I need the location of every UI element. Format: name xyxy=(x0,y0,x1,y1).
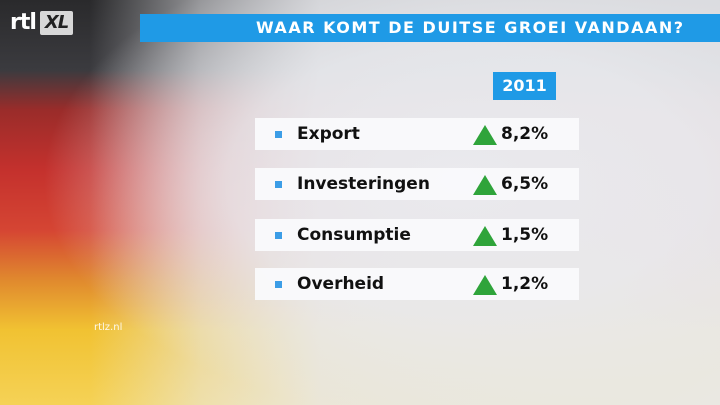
row-label: Investeringen xyxy=(297,174,430,194)
logo-xl-text: XL xyxy=(39,11,74,35)
bullet-icon xyxy=(275,181,282,188)
list-item-consumptie: Consumptie 1,5% xyxy=(255,219,579,251)
arrow-up-icon xyxy=(473,275,497,295)
arrow-up-icon xyxy=(473,125,497,145)
arrow-up-icon xyxy=(473,226,497,246)
row-value: 1,5% xyxy=(501,225,549,245)
year-badge: 2011 xyxy=(493,72,556,100)
row-value: 6,5% xyxy=(501,174,549,194)
page-title: WAAR KOMT DE DUITSE GROEI VANDAAN? xyxy=(256,18,685,37)
row-label: Overheid xyxy=(297,274,385,294)
row-label: Export xyxy=(297,124,360,144)
title-bar xyxy=(140,14,720,42)
list-item-overheid: Overheid 1,2% xyxy=(255,268,579,300)
bullet-icon xyxy=(275,281,282,288)
rtlxl-logo: rtl XL xyxy=(10,10,74,36)
row-label: Consumptie xyxy=(297,225,411,245)
row-value: 1,2% xyxy=(501,274,549,294)
watermark: rtlz.nl xyxy=(94,322,123,333)
row-value: 8,2% xyxy=(501,124,549,144)
bullet-icon xyxy=(275,232,282,239)
arrow-up-icon xyxy=(473,175,497,195)
logo-rtl-text: rtl xyxy=(10,10,37,35)
bullet-icon xyxy=(275,131,282,138)
list-item-export: Export 8,2% xyxy=(255,118,579,150)
list-item-investeringen: Investeringen 6,5% xyxy=(255,168,579,200)
